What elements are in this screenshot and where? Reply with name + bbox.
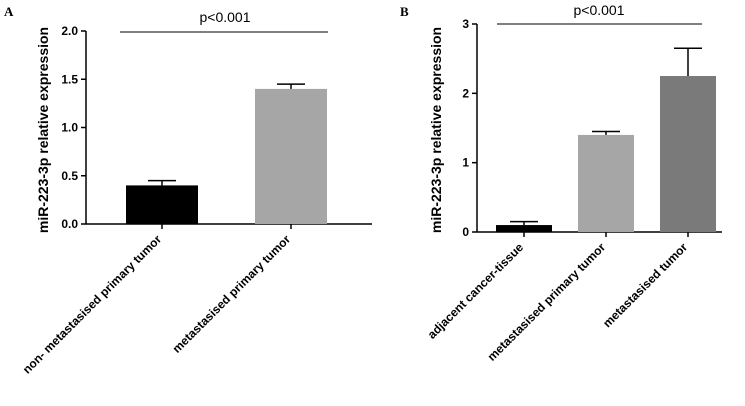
panel-a-y-tick-label: 2.0 — [61, 24, 78, 38]
panel-b-y-tick-label: 0 — [462, 225, 469, 239]
panel-b-significance-label: p<0.001 — [574, 2, 625, 18]
panel-a-category-label: metastasised primary tumor — [170, 232, 294, 356]
panel-a-chart: A miR-223-3p relative expression p<0.001… — [4, 4, 372, 377]
panel-b-bar — [496, 225, 552, 232]
panel-a-y-tick-label: 0.0 — [61, 217, 78, 231]
panel-b-y-tick-label: 1 — [462, 156, 469, 170]
panel-a-y-axis-label: miR-223-3p relative expression — [35, 27, 51, 233]
panel-a-y-tick-label: 0.5 — [61, 169, 78, 183]
panel-b-bar — [660, 76, 716, 232]
panel-b-y-tick-label: 3 — [462, 17, 469, 31]
panel-a-y-tick-label: 1.0 — [61, 121, 78, 135]
panel-b-category-label: metastasised tumor — [600, 240, 690, 330]
panel-b-y-axis-label: miR-223-3p relative expression — [428, 27, 444, 233]
panel-a-category-label: non- metastasised primary tumor — [20, 232, 165, 377]
panel-a-bar — [126, 185, 198, 224]
panel-a-y-tick-label: 1.5 — [61, 72, 78, 86]
panel-b-bar — [578, 134, 634, 232]
panel-b-letter: B — [400, 4, 409, 19]
panel-b-chart: B miR-223-3p relative expression p<0.001… — [400, 2, 722, 364]
panel-b-y-tick-label: 2 — [462, 86, 469, 100]
panel-a-bar — [255, 88, 327, 225]
panel-a-significance-label: p<0.001 — [200, 9, 251, 25]
panel-a-letter: A — [4, 4, 14, 19]
